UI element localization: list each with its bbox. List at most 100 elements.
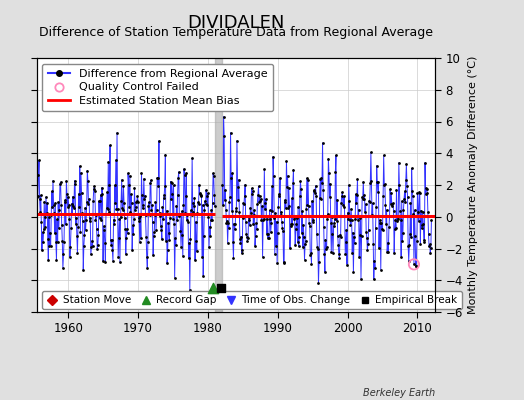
Point <box>314 246 322 252</box>
Point <box>401 199 409 205</box>
Point <box>404 243 412 249</box>
Point <box>334 242 343 249</box>
Point <box>95 198 103 204</box>
Point <box>163 260 171 267</box>
Point <box>110 216 118 223</box>
Point <box>157 222 165 229</box>
Point <box>167 178 175 185</box>
Point <box>307 250 315 257</box>
Point <box>143 265 151 271</box>
Point <box>120 200 128 206</box>
Point <box>372 204 380 210</box>
Point <box>53 239 62 245</box>
Point <box>295 234 303 240</box>
Point <box>166 215 174 222</box>
Point <box>90 186 98 192</box>
Point <box>410 261 418 268</box>
Point <box>288 195 296 202</box>
Point <box>388 202 396 209</box>
Point <box>381 201 390 208</box>
Point <box>262 196 270 202</box>
Point <box>94 232 103 238</box>
Point <box>223 218 231 224</box>
Point <box>269 154 277 160</box>
Point <box>33 194 41 200</box>
Point <box>152 227 160 233</box>
Point <box>221 187 230 194</box>
Point <box>138 205 147 212</box>
Point <box>370 258 378 264</box>
Point <box>340 204 348 210</box>
Point <box>173 216 181 223</box>
Point <box>253 200 261 207</box>
Point <box>260 166 268 172</box>
Point <box>220 132 228 139</box>
Point <box>95 214 104 221</box>
Point <box>158 236 166 242</box>
Point <box>350 233 358 240</box>
Point <box>367 178 376 184</box>
Point <box>68 211 77 218</box>
Point <box>158 204 167 211</box>
Point <box>202 187 210 193</box>
Point <box>312 193 320 200</box>
Point <box>354 207 363 213</box>
Point <box>109 258 117 264</box>
Point <box>53 216 61 223</box>
Point <box>383 207 391 213</box>
Point <box>362 201 370 207</box>
Point <box>125 204 134 210</box>
Point <box>315 259 323 265</box>
Point <box>103 189 111 195</box>
Point <box>59 265 67 271</box>
Point <box>173 192 182 199</box>
Point <box>136 213 145 220</box>
Point <box>167 196 176 202</box>
Point <box>274 230 282 236</box>
Point <box>62 221 70 227</box>
Point <box>294 204 302 210</box>
Point <box>126 172 134 179</box>
Point <box>259 217 267 223</box>
Point <box>419 220 428 227</box>
Point <box>92 212 100 218</box>
Point <box>37 219 46 225</box>
Point <box>225 199 234 205</box>
Point <box>330 220 339 226</box>
Point <box>168 180 176 186</box>
Point <box>291 242 299 248</box>
Point <box>342 227 351 233</box>
Point <box>207 206 215 213</box>
Point <box>399 206 408 213</box>
Point <box>224 220 233 227</box>
Point <box>191 219 200 225</box>
Point <box>141 192 149 199</box>
Point <box>368 200 377 207</box>
Point <box>99 191 107 197</box>
Point <box>49 202 58 209</box>
Point <box>74 224 82 231</box>
Point <box>128 246 136 253</box>
Point <box>221 197 229 204</box>
Point <box>132 203 140 210</box>
Point <box>424 209 432 215</box>
Point <box>50 230 59 236</box>
Point <box>323 216 331 222</box>
Point <box>425 241 434 248</box>
Point <box>162 208 171 214</box>
Point <box>183 212 192 218</box>
Point <box>303 202 312 208</box>
Point <box>328 214 336 220</box>
Point <box>101 240 109 246</box>
Point <box>272 218 281 225</box>
Point <box>299 222 308 228</box>
Point <box>237 234 245 240</box>
Point <box>210 173 218 180</box>
Point <box>344 216 352 222</box>
Point <box>128 222 137 229</box>
Point <box>218 182 226 188</box>
Point <box>217 285 225 291</box>
Point <box>389 200 397 206</box>
Point <box>270 251 279 258</box>
Point <box>272 243 280 249</box>
